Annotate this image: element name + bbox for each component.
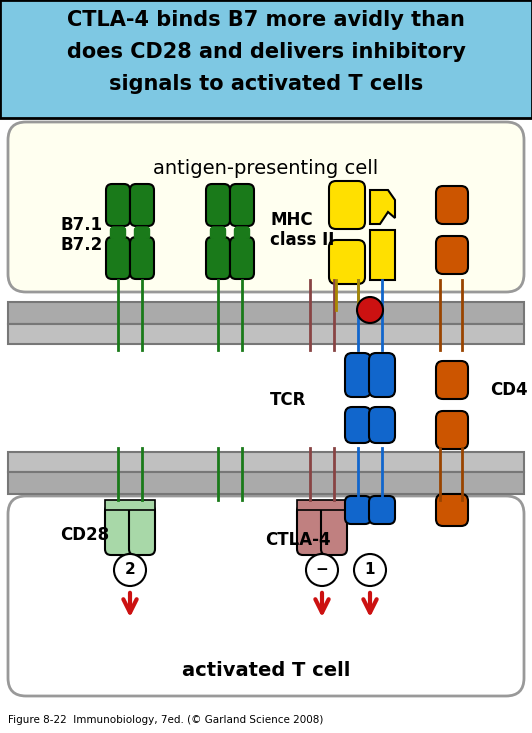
Bar bbox=[8, 302, 524, 324]
Text: antigen-presenting cell: antigen-presenting cell bbox=[153, 158, 379, 177]
FancyBboxPatch shape bbox=[106, 237, 130, 279]
FancyBboxPatch shape bbox=[369, 496, 395, 524]
FancyBboxPatch shape bbox=[436, 361, 468, 399]
FancyBboxPatch shape bbox=[329, 181, 365, 229]
FancyBboxPatch shape bbox=[436, 186, 468, 224]
FancyBboxPatch shape bbox=[345, 496, 371, 524]
Text: −: − bbox=[315, 562, 328, 578]
FancyBboxPatch shape bbox=[211, 227, 226, 239]
Bar bbox=[297, 500, 347, 510]
FancyBboxPatch shape bbox=[206, 237, 230, 279]
FancyBboxPatch shape bbox=[129, 505, 155, 555]
FancyBboxPatch shape bbox=[436, 494, 468, 526]
FancyBboxPatch shape bbox=[345, 353, 371, 397]
Text: CTLA-4: CTLA-4 bbox=[265, 531, 330, 549]
Circle shape bbox=[354, 554, 386, 586]
Circle shape bbox=[306, 554, 338, 586]
FancyBboxPatch shape bbox=[345, 407, 371, 443]
Text: 1: 1 bbox=[365, 562, 375, 578]
Bar bbox=[8, 472, 524, 494]
Text: Figure 8-22  Immunobiology, 7ed. (© Garland Science 2008): Figure 8-22 Immunobiology, 7ed. (© Garla… bbox=[8, 715, 323, 725]
Text: CTLA-4 binds B7 more avidly than: CTLA-4 binds B7 more avidly than bbox=[67, 10, 465, 30]
Bar bbox=[8, 324, 524, 344]
Text: 2: 2 bbox=[124, 562, 135, 578]
Text: CD28: CD28 bbox=[60, 526, 109, 544]
Bar bbox=[0, 0, 532, 118]
Polygon shape bbox=[370, 230, 395, 280]
FancyBboxPatch shape bbox=[130, 184, 154, 226]
Circle shape bbox=[357, 297, 383, 323]
Text: B7.1
B7.2: B7.1 B7.2 bbox=[60, 216, 102, 254]
FancyBboxPatch shape bbox=[8, 496, 524, 696]
FancyBboxPatch shape bbox=[369, 407, 395, 443]
Bar bbox=[8, 452, 524, 472]
Bar bbox=[105, 500, 155, 510]
FancyBboxPatch shape bbox=[369, 353, 395, 397]
FancyBboxPatch shape bbox=[8, 122, 524, 292]
FancyBboxPatch shape bbox=[436, 411, 468, 449]
Text: signals to activated T cells: signals to activated T cells bbox=[109, 74, 423, 94]
FancyBboxPatch shape bbox=[235, 227, 250, 239]
FancyBboxPatch shape bbox=[135, 227, 149, 239]
FancyBboxPatch shape bbox=[106, 184, 130, 226]
Text: does CD28 and delivers inhibitory: does CD28 and delivers inhibitory bbox=[66, 42, 466, 62]
Circle shape bbox=[114, 554, 146, 586]
FancyBboxPatch shape bbox=[130, 237, 154, 279]
FancyBboxPatch shape bbox=[230, 237, 254, 279]
FancyBboxPatch shape bbox=[297, 505, 323, 555]
FancyBboxPatch shape bbox=[230, 184, 254, 226]
FancyBboxPatch shape bbox=[111, 227, 126, 239]
Polygon shape bbox=[370, 190, 395, 224]
FancyBboxPatch shape bbox=[206, 184, 230, 226]
FancyBboxPatch shape bbox=[105, 505, 131, 555]
Text: MHC
class II: MHC class II bbox=[270, 210, 335, 249]
FancyBboxPatch shape bbox=[436, 236, 468, 274]
FancyBboxPatch shape bbox=[329, 240, 365, 284]
Text: CD4: CD4 bbox=[490, 381, 528, 399]
Text: TCR: TCR bbox=[270, 391, 306, 409]
Text: activated T cell: activated T cell bbox=[182, 660, 350, 679]
FancyBboxPatch shape bbox=[321, 505, 347, 555]
